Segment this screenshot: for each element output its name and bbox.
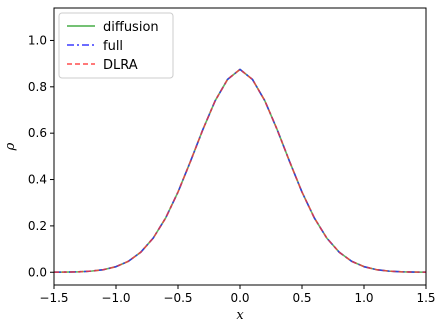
legend-label: full [103,39,123,54]
x-tick-label: −1.5 [39,291,68,305]
x-tick-label: −1.0 [101,291,130,305]
y-tick-label: 1.0 [28,33,47,47]
y-tick-label: 0.0 [28,265,47,279]
legend-box [58,12,174,79]
x-tick-label: 0.5 [292,291,311,305]
x-tick-label: 1.0 [354,291,373,305]
axis-ticks: −1.5 −1.0 −0.5 0.0 0.5 1.0 1.5 0.0 0.2 0.4 0.6 0.8 1… [28,33,435,305]
x-tick-label: −0.5 [163,291,192,305]
series-line-full [53,68,427,273]
legend-label: DLRA [103,58,138,73]
series-lines [53,68,427,273]
legend: diffusion full DLRA [58,12,174,79]
plot-frame [53,7,427,286]
y-tick-label: 0.4 [28,173,47,187]
x-axis-label: x [236,308,244,323]
y-tick-label: 0.2 [28,219,47,233]
y-tick-label: 0.6 [28,126,47,140]
x-tick-label: 0.0 [230,291,249,305]
y-axis-label: ρ [3,142,18,151]
series-line-dlra [53,68,427,273]
series-line-diffusion [53,68,427,273]
y-tick-label: 0.8 [28,80,47,94]
x-tick-label: 1.5 [416,291,435,305]
legend-label: diffusion [103,20,159,35]
